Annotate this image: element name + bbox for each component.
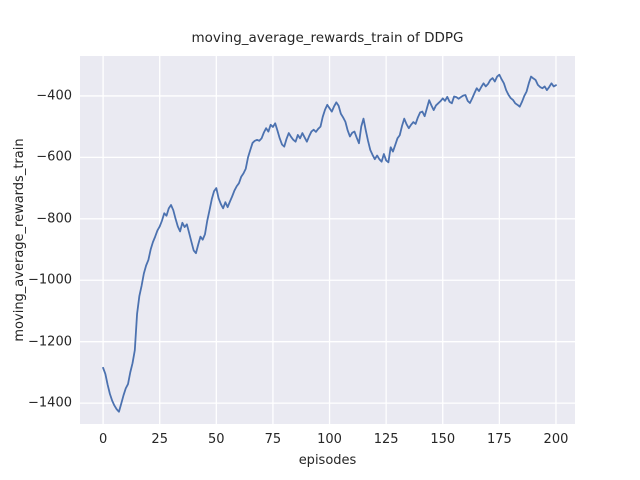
x-tick-label: 150 (430, 432, 456, 447)
y-tick-label: −800 (36, 211, 72, 227)
y-axis-label: moving_average_rewards_train (12, 138, 27, 342)
y-tick-label: −600 (36, 149, 72, 165)
x-tick-label: 200 (543, 432, 569, 447)
x-tick-label: 100 (317, 432, 342, 447)
data-line (102, 73, 557, 413)
x-tick-label: 175 (486, 432, 512, 447)
y-tick-label: −1200 (28, 334, 72, 350)
x-tick-label: 50 (208, 432, 225, 447)
plot-background (80, 56, 575, 424)
x-tick-label: 125 (373, 432, 399, 447)
x-axis-label: episodes (298, 453, 357, 468)
y-tick-label: −400 (36, 88, 72, 104)
x-tick-label: 0 (98, 432, 108, 447)
y-tick-label: −1000 (28, 272, 72, 288)
chart-title: moving_average_rewards_train of DDPG (191, 30, 464, 46)
x-tick-label: 75 (264, 432, 282, 447)
y-tick-label: −1400 (28, 395, 72, 411)
x-tick-label: 25 (151, 432, 168, 447)
